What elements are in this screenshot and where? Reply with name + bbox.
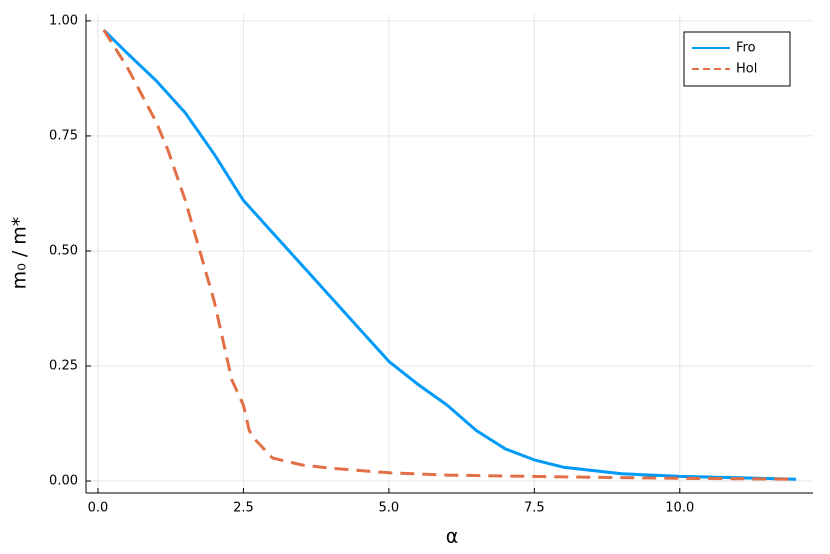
legend-label: Fro [736, 41, 756, 56]
y-axis-label: m₀ / m* [9, 217, 31, 290]
y-tick-label: 0.50 [49, 243, 78, 258]
y-tick-label: 1.00 [49, 13, 78, 28]
x-tick-label: 5.0 [379, 501, 400, 516]
x-tick-label: 10.0 [665, 501, 694, 516]
series-line [102, 29, 797, 481]
legend-box [683, 31, 791, 87]
x-axis-label: α [446, 526, 459, 548]
legend-label: Hol [736, 62, 757, 77]
x-tick-label: 7.5 [524, 501, 545, 516]
y-tick-label: 0.75 [49, 128, 78, 143]
series-line [102, 29, 797, 481]
x-tick-label: 2.5 [233, 501, 254, 516]
legend: Fro Hol [683, 31, 791, 87]
x-tick-label: 0.0 [88, 501, 109, 516]
y-tick-label: 0.00 [49, 474, 78, 489]
y-tick-label: 0.25 [49, 359, 78, 374]
